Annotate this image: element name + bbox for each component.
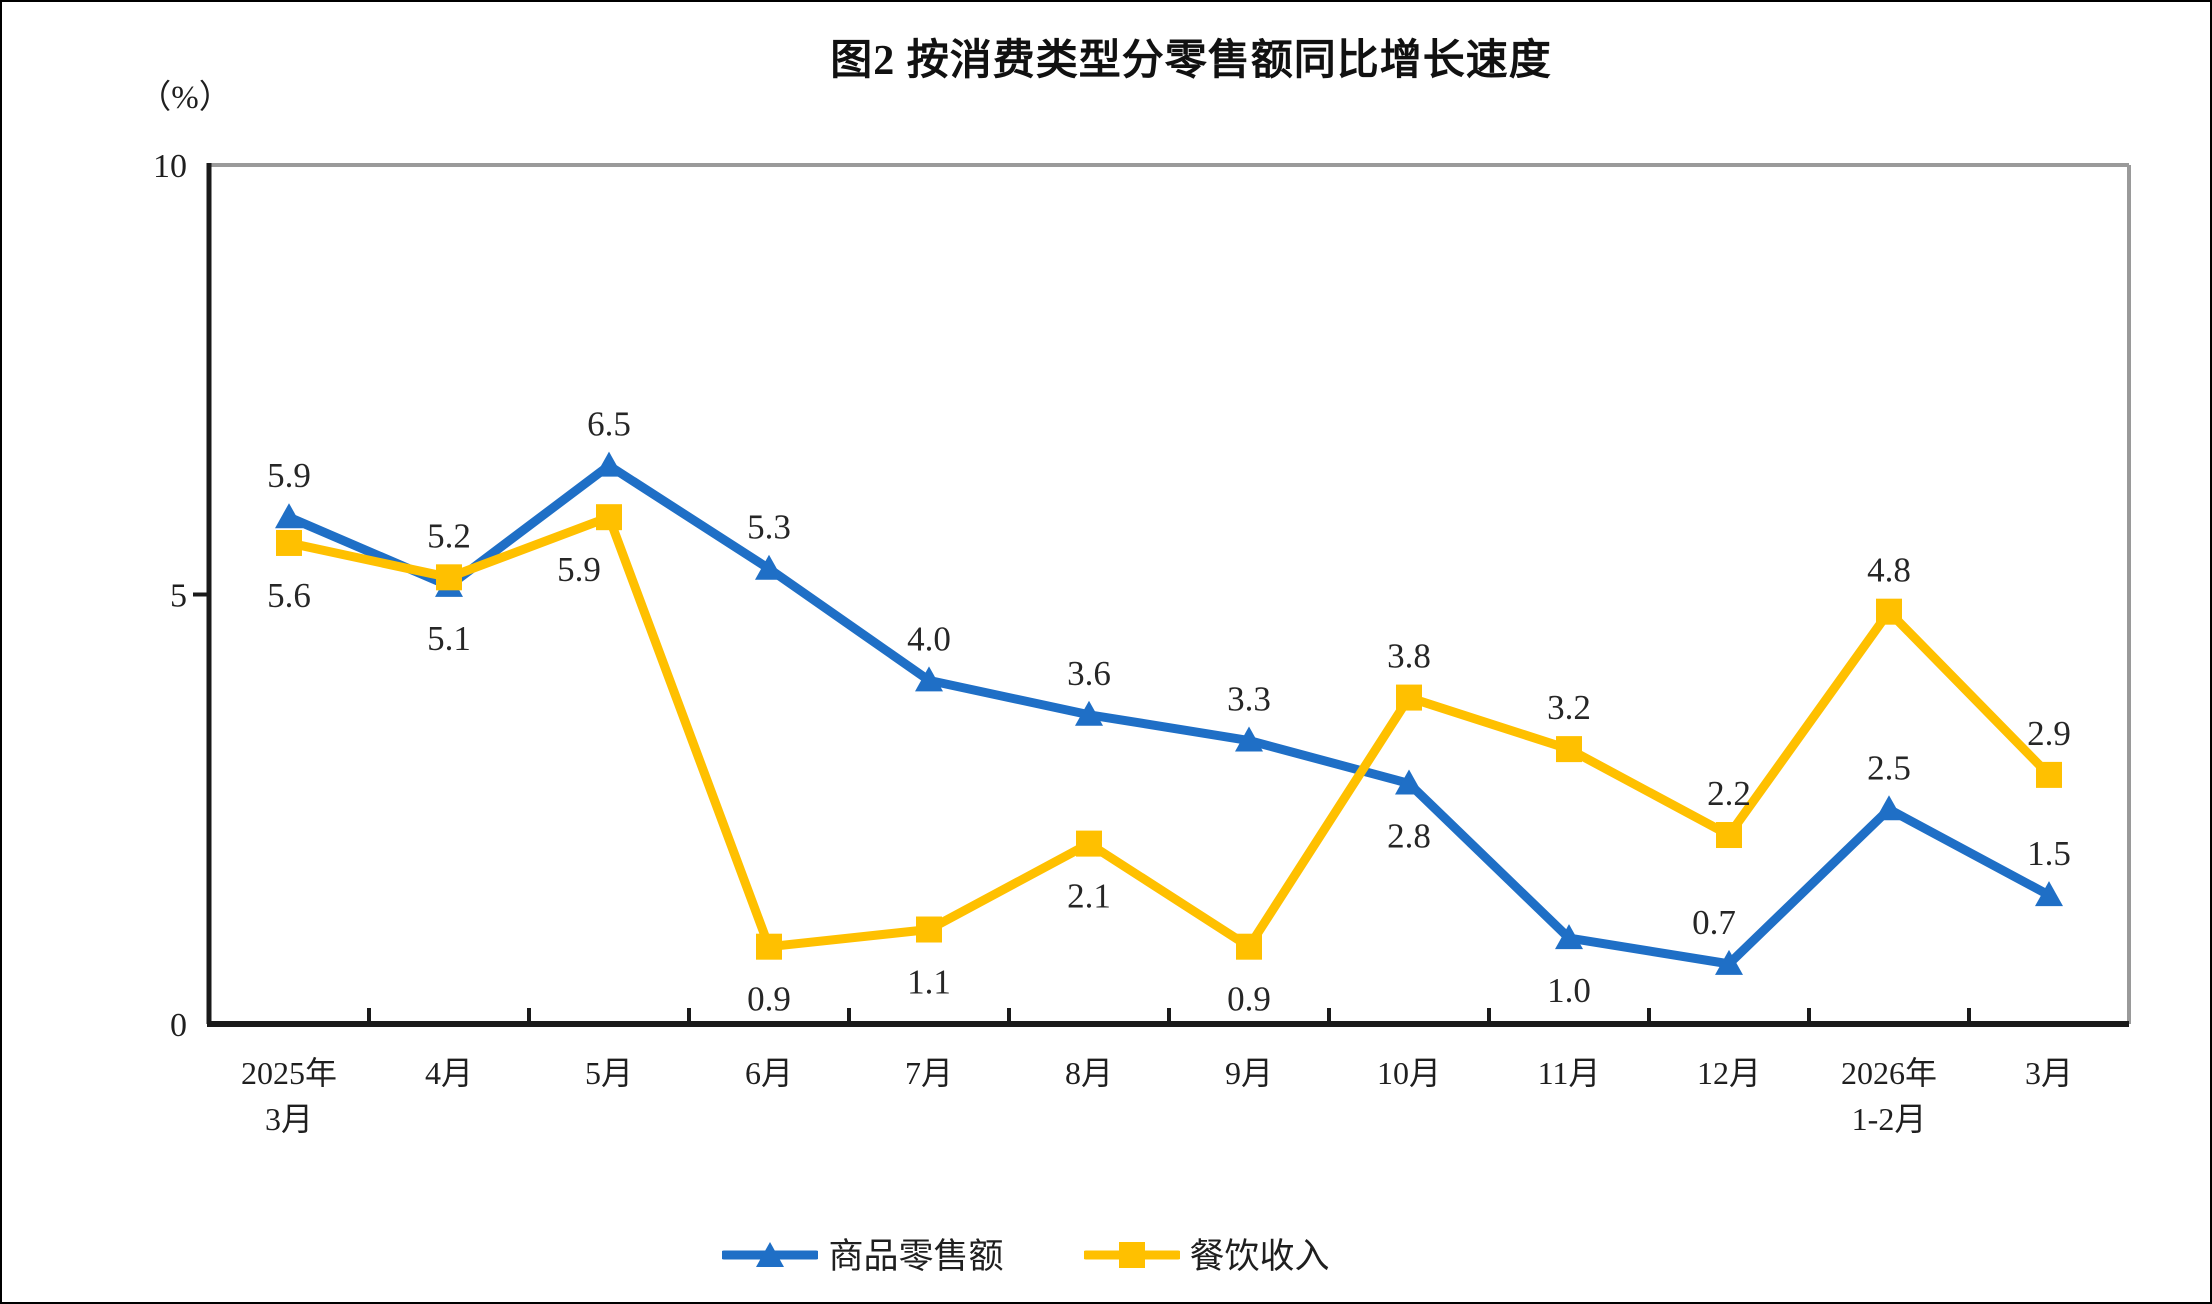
y-axis-unit-label: （%） xyxy=(138,80,232,116)
x-tick-label: 2025年 xyxy=(241,1055,337,1091)
data-label: 5.3 xyxy=(747,508,791,547)
y-tick-label: 10 xyxy=(153,148,187,185)
marker-triangle-icon xyxy=(1075,700,1103,726)
x-tick-label: 3月 xyxy=(2025,1055,2073,1091)
x-tick-label: 10月 xyxy=(1377,1055,1441,1091)
x-tick-label: 3月 xyxy=(265,1101,313,1137)
data-label: 5.1 xyxy=(427,619,471,658)
data-label: 0.9 xyxy=(1227,980,1271,1019)
x-tick-label: 6月 xyxy=(745,1055,793,1091)
data-label: 2.2 xyxy=(1707,774,1751,813)
marker-square-icon xyxy=(2036,761,2062,788)
data-label: 0.7 xyxy=(1692,903,1736,942)
marker-square-icon xyxy=(436,564,462,591)
data-label: 1.1 xyxy=(907,963,951,1002)
marker-square-icon xyxy=(276,529,302,556)
marker-square-icon xyxy=(1876,598,1902,625)
legend-item-catering-income: 餐饮收入 xyxy=(1083,1228,1330,1279)
data-label: 2.9 xyxy=(2027,714,2071,753)
y-tick-label: 0 xyxy=(170,1007,187,1044)
legend-item-goods-retail: 商品零售额 xyxy=(722,1228,1004,1279)
data-label: 2.1 xyxy=(1067,877,1111,916)
legend-swatch-catering-line-square-icon xyxy=(1083,1241,1180,1268)
data-label: 4.0 xyxy=(907,619,951,658)
marker-square-icon xyxy=(1716,822,1742,849)
data-label: 5.2 xyxy=(427,516,471,555)
marker-square-icon xyxy=(1396,684,1422,711)
marker-square-icon xyxy=(1076,830,1102,857)
series-line-catering-income xyxy=(284,512,2054,952)
data-label: 5.6 xyxy=(267,576,311,615)
marker-triangle-icon xyxy=(755,554,783,580)
data-label: 3.6 xyxy=(1067,654,1111,693)
marker-triangle-icon xyxy=(915,666,943,692)
x-tick-label: 7月 xyxy=(905,1055,953,1091)
marker-triangle-icon xyxy=(1555,924,1583,950)
data-label: 1.0 xyxy=(1547,971,1591,1010)
x-tick-label: 5月 xyxy=(585,1055,633,1091)
data-label: 6.5 xyxy=(587,405,631,444)
marker-triangle-icon xyxy=(1715,949,1743,975)
data-label: 0.9 xyxy=(747,980,791,1019)
marker-triangle-icon xyxy=(1875,795,1903,821)
x-tick-label: 12月 xyxy=(1697,1055,1761,1091)
data-label: 5.9 xyxy=(557,550,601,589)
marker-triangle-icon xyxy=(1235,726,1263,752)
x-tick-label: 1-2月 xyxy=(1852,1101,1927,1137)
legend-label-catering-income: 餐饮收入 xyxy=(1189,1237,1330,1276)
data-label: 4.8 xyxy=(1867,551,1911,590)
series-line-goods-retail xyxy=(284,461,2054,969)
marker-triangle-icon xyxy=(595,451,623,477)
data-label: 5.9 xyxy=(267,456,311,495)
data-label: 3.3 xyxy=(1227,680,1271,719)
marker-triangle-icon xyxy=(2035,881,2063,907)
marker-triangle-icon xyxy=(275,503,303,529)
x-tick-label: 8月 xyxy=(1065,1055,1113,1091)
data-label: 2.8 xyxy=(1387,816,1431,855)
data-label: 3.2 xyxy=(1547,688,1591,727)
legend-swatch-goods-line-triangle-icon xyxy=(722,1241,819,1267)
chart-legend: 商品零售额 餐饮收入 xyxy=(2,1228,2130,1279)
marker-square-icon xyxy=(756,933,782,960)
data-label: 1.5 xyxy=(2027,834,2071,873)
marker-square-icon xyxy=(916,916,942,943)
data-label: 3.8 xyxy=(1387,637,1431,676)
legend-label-goods-retail: 商品零售额 xyxy=(828,1237,1004,1276)
x-tick-label: 11月 xyxy=(1538,1055,1601,1091)
marker-square-icon xyxy=(1556,736,1582,763)
x-tick-label: 2026年 xyxy=(1841,1055,1937,1091)
x-tick-label: 4月 xyxy=(425,1055,473,1091)
data-label: 2.5 xyxy=(1867,748,1911,787)
marker-triangle-icon xyxy=(1395,769,1423,795)
marker-square-icon xyxy=(1236,933,1262,960)
marker-square-icon xyxy=(596,504,622,531)
x-tick-label: 9月 xyxy=(1225,1055,1273,1091)
y-tick-label: 5 xyxy=(170,578,187,615)
chart-title: 图2 按消费类型分零售额同比增长速度 xyxy=(830,38,1552,84)
